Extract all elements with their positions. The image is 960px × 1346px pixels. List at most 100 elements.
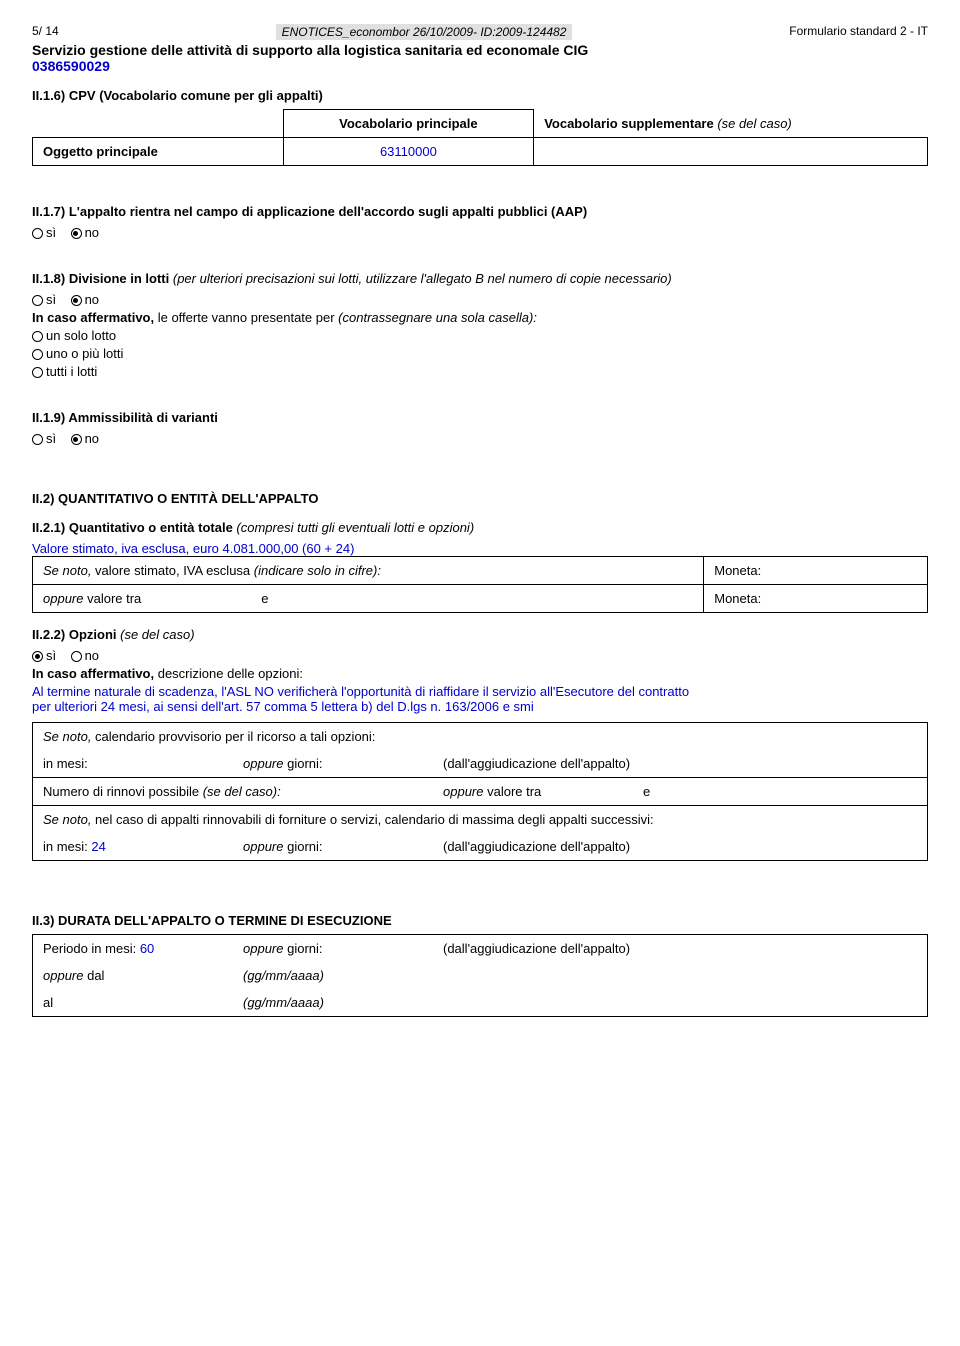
s22-tr5d: (dall'aggiudicazione dell'appalto) xyxy=(443,839,630,854)
s18-heading-bold: II.1.8) Divisione in lotti xyxy=(32,271,173,286)
title-line2: 0386590029 xyxy=(32,58,110,74)
s18-opt1-line: un solo lotto xyxy=(32,328,928,343)
s17-heading: II.1.7) L'appalto rientra nel campo di a… xyxy=(32,204,928,219)
s17-si: sì xyxy=(46,225,56,240)
s22-tr4a: Se noto, xyxy=(43,812,91,827)
doc-title: Servizio gestione delle attività di supp… xyxy=(32,42,928,74)
s21-heading: II.2.1) Quantitativo o entità totale (co… xyxy=(32,520,928,535)
s16-col2-suffix: (se del caso) xyxy=(717,116,791,131)
s22-heading-italic: (se del caso) xyxy=(120,627,194,642)
s22-options: sì no xyxy=(32,648,928,663)
s22-table: Se noto, calendario provvisorio per il r… xyxy=(32,722,928,861)
s21-r2e: e xyxy=(261,591,268,606)
s18-opt2-line: uno o più lotti xyxy=(32,346,928,361)
header-right: Formulario standard 2 - IT xyxy=(789,24,928,40)
s21-r1b: valore stimato, IVA esclusa xyxy=(91,563,253,578)
s18-heading: II.1.8) Divisione in lotti (per ulterior… xyxy=(32,271,928,286)
radio-filled-icon[interactable] xyxy=(71,434,82,445)
s18-opt2: uno o più lotti xyxy=(46,346,123,361)
s22-tr5c: giorni: xyxy=(283,839,322,854)
s22-si: sì xyxy=(46,648,56,663)
s21-blue: Valore stimato, iva esclusa, euro 4.081.… xyxy=(32,541,928,556)
s22-blue2: per ulteriori 24 mesi, ai sensi dell'art… xyxy=(32,699,928,714)
s16-row-label: Oggetto principale xyxy=(43,144,158,159)
s3-table: Periodo in mesi: 60 oppure giorni: (dall… xyxy=(32,934,928,1017)
s18-options: sì no xyxy=(32,292,928,307)
s19-options: sì no xyxy=(32,431,928,446)
s22-tr3b: (se del caso): xyxy=(203,784,281,799)
s22-tr1a: Se noto, xyxy=(43,729,91,744)
s22-heading: II.2.2) Opzioni (se del caso) xyxy=(32,627,928,642)
radio-filled-icon[interactable] xyxy=(71,295,82,306)
s3-r1a: Periodo in mesi: xyxy=(43,941,140,956)
s22-afferm-rest: descrizione delle opzioni: xyxy=(154,666,303,681)
s18-afferm: In caso affermativo, le offerte vanno pr… xyxy=(32,310,928,325)
s3-r1d: (dall'aggiudicazione dell'appalto) xyxy=(443,941,630,956)
s22-tr2c: giorni: xyxy=(283,756,322,771)
s3-r3a: al xyxy=(43,995,243,1010)
s21-table: Se noto, valore stimato, IVA esclusa (in… xyxy=(32,556,928,613)
radio-empty-icon[interactable] xyxy=(32,295,43,306)
s22-tr5a: in mesi: xyxy=(43,839,91,854)
s17-no: no xyxy=(85,225,99,240)
s22-tr3c: oppure xyxy=(443,784,483,799)
s22-no: no xyxy=(85,648,99,663)
s18-no: no xyxy=(85,292,99,307)
s3-r1c: giorni: xyxy=(283,941,322,956)
s18-afferm-bold: In caso affermativo, xyxy=(32,310,154,325)
s22-tr1b: calendario provvisorio per il ricorso a … xyxy=(91,729,375,744)
s18-opt1: un solo lotto xyxy=(46,328,116,343)
s22-heading-bold: II.2.2) Opzioni xyxy=(32,627,120,642)
s18-opt3-line: tutti i lotti xyxy=(32,364,928,379)
s22-tr3a: Numero di rinnovi possibile xyxy=(43,784,203,799)
s3-r3c: (gg/mm/aaaa) xyxy=(243,995,324,1010)
header-center: ENOTICES_econombor 26/10/2009- ID:2009-1… xyxy=(276,24,573,40)
s19-si: sì xyxy=(46,431,56,446)
s16-heading: II.1.6) CPV (Vocabolario comune per gli … xyxy=(32,88,928,103)
s16-row-value: 63110000 xyxy=(380,144,437,159)
s22-afferm: In caso affermativo, descrizione delle o… xyxy=(32,666,928,681)
radio-empty-icon[interactable] xyxy=(32,349,43,360)
s21-r2b: valore tra xyxy=(83,591,141,606)
s22-tr4b: nel caso di appalti rinnovabili di forni… xyxy=(91,812,653,827)
s3-heading: II.3) DURATA DELL'APPALTO O TERMINE DI E… xyxy=(32,913,928,928)
title-line1: Servizio gestione delle attività di supp… xyxy=(32,42,588,58)
s3-r2b: dal xyxy=(83,968,104,983)
s18-heading-italic: (per ulteriori precisazioni sui lotti, u… xyxy=(173,271,672,286)
s16-col1: Vocabolario principale xyxy=(339,116,477,131)
radio-empty-icon[interactable] xyxy=(71,651,82,662)
s19-heading: II.1.9) Ammissibilità di varianti xyxy=(32,410,928,425)
s22-afferm-bold: In caso affermativo, xyxy=(32,666,154,681)
s22-tr5b: oppure xyxy=(243,839,283,854)
s22-tr2b: oppure xyxy=(243,756,283,771)
radio-empty-icon[interactable] xyxy=(32,228,43,239)
s22-tr2d: (dall'aggiudicazione dell'appalto) xyxy=(443,756,630,771)
s16-table: Vocabolario principale Vocabolario suppl… xyxy=(32,109,928,166)
radio-empty-icon[interactable] xyxy=(32,331,43,342)
s18-afferm-rest: le offerte vanno presentate per xyxy=(154,310,338,325)
s18-si: sì xyxy=(46,292,56,307)
radio-empty-icon[interactable] xyxy=(32,367,43,378)
s22-tr3d: valore tra xyxy=(483,784,541,799)
header-left: 5/ 14 xyxy=(32,24,59,40)
s22-tr2a: in mesi: xyxy=(43,756,243,771)
s22-tr3e: e xyxy=(643,784,650,799)
s3-r2c: (gg/mm/aaaa) xyxy=(243,968,324,983)
s3-r1b: oppure xyxy=(243,941,283,956)
s17-options: sì no xyxy=(32,225,928,240)
s3-r2a: oppure xyxy=(43,968,83,983)
s21-r2a: oppure xyxy=(43,591,83,606)
s21-r1c: (indicare solo in cifre): xyxy=(254,563,381,578)
s18-opt3: tutti i lotti xyxy=(46,364,97,379)
s21-heading-bold: II.2.1) Quantitativo o entità totale xyxy=(32,520,236,535)
radio-filled-icon[interactable] xyxy=(71,228,82,239)
radio-filled-icon[interactable] xyxy=(32,651,43,662)
s21-heading-italic: (compresi tutti gli eventuali lotti e op… xyxy=(236,520,474,535)
s21-r1m: Moneta: xyxy=(714,563,761,578)
s16-col2: Vocabolario supplementare xyxy=(544,116,717,131)
radio-empty-icon[interactable] xyxy=(32,434,43,445)
s22-blue1: Al termine naturale di scadenza, l'ASL N… xyxy=(32,684,928,699)
s19-no: no xyxy=(85,431,99,446)
s21-r1a: Se noto, xyxy=(43,563,91,578)
s2-heading: II.2) QUANTITATIVO O ENTITÀ DELL'APPALTO xyxy=(32,491,928,506)
